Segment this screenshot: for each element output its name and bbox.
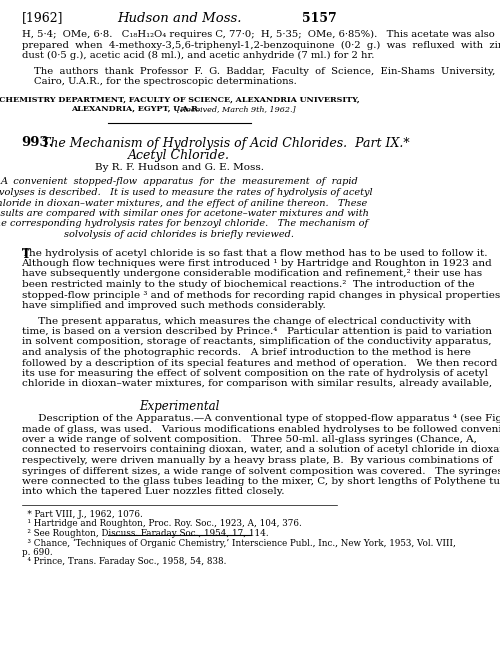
Text: Acetyl Chloride.: Acetyl Chloride. (128, 149, 230, 162)
Text: * Part VIII, J., 1962, 1076.: * Part VIII, J., 1962, 1076. (22, 510, 142, 519)
Text: have subsequently undergone considerable modification and refinement,² their use: have subsequently undergone considerable… (22, 269, 481, 278)
Text: T: T (22, 248, 30, 261)
Text: chloride in dioxan–water mixtures, for comparison with similar results, already : chloride in dioxan–water mixtures, for c… (22, 379, 492, 388)
Text: The Mechanism of Hydrolysis of Acid Chlorides.  Part IX.*: The Mechanism of Hydrolysis of Acid Chlo… (42, 136, 409, 149)
Text: Cairo, U.A.R., for the spectroscopic determinations.: Cairo, U.A.R., for the spectroscopic det… (34, 77, 297, 86)
Text: dust (0·5 g.), acetic acid (8 ml.), and acetic anhydride (7 ml.) for 2 hr.: dust (0·5 g.), acetic acid (8 ml.), and … (22, 51, 374, 60)
Text: By R. F. Hudson and G. E. Moss.: By R. F. Hudson and G. E. Moss. (94, 164, 264, 172)
Text: Description of the Apparatus.—A conventional type of stopped-flow apparatus ⁴ (s: Description of the Apparatus.—A conventi… (22, 414, 500, 423)
Text: in solvent composition, storage of reactants, simplification of the conductivity: in solvent composition, storage of react… (22, 337, 491, 346)
Text: connected to reservoirs containing dioxan, water, and a solution of acetyl chlor: connected to reservoirs containing dioxa… (22, 445, 500, 455)
Text: 5157: 5157 (302, 12, 337, 24)
Text: [Received, March 9th, 1962.]: [Received, March 9th, 1962.] (177, 105, 296, 113)
Text: results are compared with similar ones for acetone–water mixtures and with: results are compared with similar ones f… (0, 209, 368, 218)
Text: H, 5·4;  OMe, 6·8.   C₁₈H₁₂O₄ requires C, 77·0;  H, 5·35;  OMe, 6·85%).   This a: H, 5·4; OMe, 6·8. C₁₈H₁₂O₄ requires C, 7… (22, 30, 494, 39)
Text: The  authors  thank  Professor  F.  G.  Baddar,  Faculty  of  Science,  Ein-Sham: The authors thank Professor F. G. Baddar… (34, 67, 496, 75)
Text: The hydrolysis of acetyl chloride is so fast that a flow method has to be used t: The hydrolysis of acetyl chloride is so … (22, 248, 487, 257)
Text: time, is based on a version described by Prince.⁴   Particular attention is paid: time, is based on a version described by… (22, 327, 492, 336)
Text: been restricted mainly to the study of biochemical reactions.²  The introduction: been restricted mainly to the study of b… (22, 280, 474, 289)
Text: p. 690.: p. 690. (22, 548, 52, 557)
Text: and analysis of the photographic records.   A brief introduction to the method i: and analysis of the photographic records… (22, 348, 470, 357)
Text: ¹ Hartridge and Roughton, Proc. Roy. Soc., 1923, A, 104, 376.: ¹ Hartridge and Roughton, Proc. Roy. Soc… (22, 519, 301, 529)
Text: solvolyses is described.   It is used to measure the rates of hydrolysis of acet: solvolyses is described. It is used to m… (0, 188, 373, 197)
Text: syringes of different sizes, a wide range of solvent composition was covered.   : syringes of different sizes, a wide rang… (22, 466, 500, 476)
Text: ALEXANDRIA, EGYPT, U.A.R.: ALEXANDRIA, EGYPT, U.A.R. (72, 105, 201, 113)
Text: chloride in dioxan–water mixtures, and the effect of aniline thereon.   These: chloride in dioxan–water mixtures, and t… (0, 198, 368, 208)
Text: 993.: 993. (22, 136, 54, 149)
Text: the corresponding hydrolysis rates for benzoyl chloride.   The mechanism of: the corresponding hydrolysis rates for b… (0, 219, 368, 229)
Text: were connected to the glass tubes leading to the mixer, C, by short lengths of P: were connected to the glass tubes leadin… (22, 477, 500, 486)
Text: CHEMISTRY DEPARTMENT, FACULTY OF SCIENCE, ALEXANDRIA UNIVERSITY,: CHEMISTRY DEPARTMENT, FACULTY OF SCIENCE… (0, 96, 360, 103)
Text: Experimental: Experimental (139, 400, 220, 413)
Text: into which the tapered Luer nozzles fitted closely.: into which the tapered Luer nozzles fitt… (22, 487, 284, 496)
Text: ³ Chance, ‘Techniques of Organic Chemistry,’ Interscience Publ., Inc., New York,: ³ Chance, ‘Techniques of Organic Chemist… (22, 538, 456, 548)
Text: ⁴ Prince, Trans. Faraday Soc., 1958, 54, 838.: ⁴ Prince, Trans. Faraday Soc., 1958, 54,… (22, 557, 226, 567)
Text: have simplified and improved such methods considerably.: have simplified and improved such method… (22, 301, 326, 310)
Text: Hudson and Moss.: Hudson and Moss. (117, 12, 242, 24)
Text: prepared  when  4-methoxy-3,5,6-triphenyl-1,2-benzoquinone  (0·2  g.)  was  refl: prepared when 4-methoxy-3,5,6-triphenyl-… (22, 41, 500, 50)
Text: followed by a description of its special features and method of operation.   We : followed by a description of its special… (22, 358, 497, 367)
Text: The present apparatus, which measures the change of electrical conductivity with: The present apparatus, which measures th… (22, 316, 471, 326)
Text: Although flow techniques were first introduced ¹ by Hartridge and Roughton in 19: Although flow techniques were first intr… (22, 259, 492, 268)
Text: respectively, were driven manually by a heavy brass plate, B.  By various combin: respectively, were driven manually by a … (22, 456, 492, 465)
Text: [1962]: [1962] (22, 12, 63, 24)
Text: A  convenient  stopped-flow  apparatus  for  the  measurement  of  rapid: A convenient stopped-flow apparatus for … (0, 178, 358, 187)
Text: its use for measuring the effect of solvent composition on the rate of hydrolysi: its use for measuring the effect of solv… (22, 369, 487, 378)
Text: over a wide range of solvent composition.   Three 50-ml. all-glass syringes (Cha: over a wide range of solvent composition… (22, 435, 476, 444)
Text: ² See Roughton, Discuss. Faraday Soc., 1954, 17, 114.: ² See Roughton, Discuss. Faraday Soc., 1… (22, 529, 268, 538)
Text: solvolysis of acid chlorides is briefly reviewed.: solvolysis of acid chlorides is briefly … (64, 230, 294, 239)
Text: stopped-flow principle ³ and of methods for recording rapid changes in physical : stopped-flow principle ³ and of methods … (22, 291, 500, 299)
Text: made of glass, was used.   Various modifications enabled hydrolyses to be follow: made of glass, was used. Various modific… (22, 424, 500, 434)
